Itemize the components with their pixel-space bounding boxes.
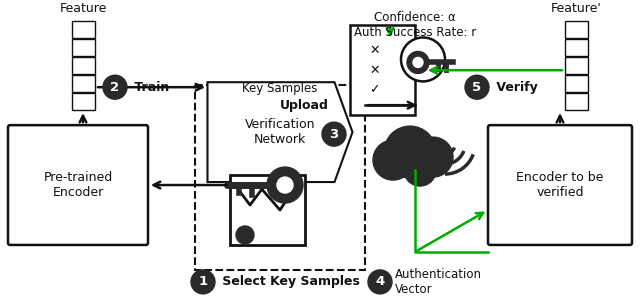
Text: 2: 2 (111, 81, 120, 94)
Bar (195, 85, 365, 270)
Text: ✕: ✕ (369, 64, 380, 77)
Circle shape (413, 57, 423, 68)
Text: Key Samples: Key Samples (243, 82, 317, 95)
Text: Feature': Feature' (550, 2, 602, 15)
Circle shape (191, 270, 215, 294)
Circle shape (103, 75, 127, 99)
Bar (565, 57, 588, 74)
Text: Authentication
Vector: Authentication Vector (395, 268, 482, 296)
Text: 3: 3 (330, 128, 339, 141)
Text: ✕: ✕ (369, 44, 380, 57)
Circle shape (236, 226, 254, 244)
Circle shape (407, 52, 429, 74)
Circle shape (401, 38, 445, 81)
Bar (565, 39, 588, 56)
Bar (72, 75, 95, 92)
Text: Upload: Upload (280, 99, 329, 112)
Bar (350, 25, 415, 115)
Circle shape (368, 270, 392, 294)
Text: Auth Success Rate: r: Auth Success Rate: r (354, 26, 476, 39)
Text: Select Key Samples: Select Key Samples (218, 275, 360, 288)
Bar (565, 75, 588, 92)
FancyBboxPatch shape (488, 125, 632, 245)
Text: Feature: Feature (60, 2, 107, 15)
Text: 4: 4 (376, 275, 385, 288)
Circle shape (465, 75, 489, 99)
Text: 1: 1 (198, 275, 207, 288)
Circle shape (373, 140, 413, 180)
Circle shape (277, 177, 293, 193)
Circle shape (267, 167, 303, 203)
Text: Verification
Network: Verification Network (244, 118, 316, 146)
Text: Confidence: α: Confidence: α (374, 11, 456, 24)
Bar (72, 57, 95, 74)
Text: 5: 5 (472, 81, 481, 94)
Text: Encoder to be
verified: Encoder to be verified (516, 171, 604, 199)
Circle shape (322, 122, 346, 146)
Text: Train: Train (130, 81, 169, 94)
Circle shape (384, 126, 436, 178)
Circle shape (404, 154, 436, 186)
Circle shape (413, 137, 453, 177)
Bar (72, 39, 95, 56)
Text: Pre-trained
Encoder: Pre-trained Encoder (44, 171, 113, 199)
Text: ✓: ✓ (369, 83, 380, 97)
Bar (72, 21, 95, 38)
Bar (230, 175, 305, 245)
Text: Verify: Verify (492, 81, 538, 94)
Bar (72, 93, 95, 110)
Bar (565, 93, 588, 110)
Polygon shape (207, 82, 353, 182)
Bar (565, 21, 588, 38)
FancyBboxPatch shape (8, 125, 148, 245)
